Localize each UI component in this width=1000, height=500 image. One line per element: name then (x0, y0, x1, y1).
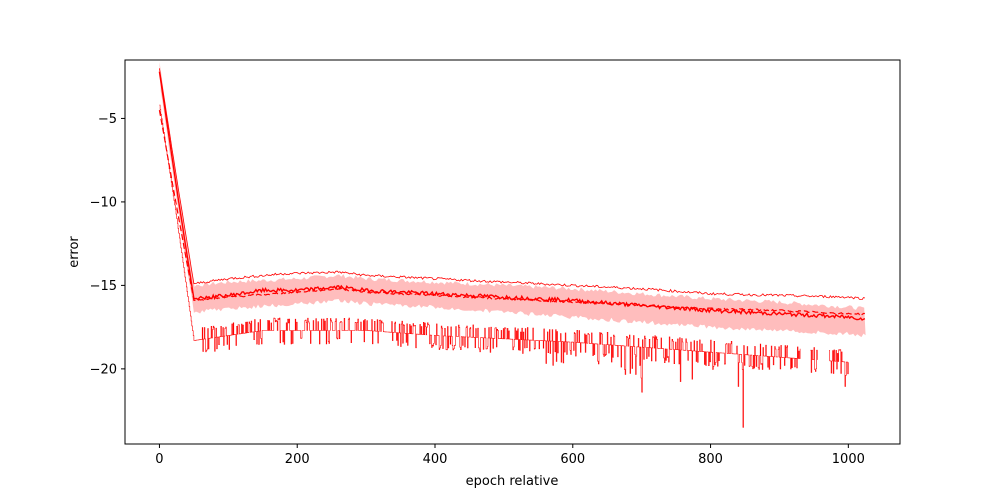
x-tick-label: 800 (698, 452, 723, 467)
y-axis-label: error (67, 236, 82, 268)
x-axis-label: epoch relative (466, 474, 559, 489)
y-tick-label: −10 (90, 195, 117, 210)
series-dashed-mean (158, 109, 865, 316)
x-tick-label: 1000 (832, 452, 865, 467)
y-tick-label: −15 (90, 279, 117, 294)
series-solid-mean (158, 71, 866, 321)
axis-ticks: 0 200 400 600 800 1000 −5 −10 −15 −20 (90, 112, 865, 467)
y-tick-label: −5 (98, 112, 117, 127)
x-tick-label: 400 (423, 452, 448, 467)
y-tick-label: −20 (90, 362, 117, 377)
series-upper-line (159, 68, 866, 301)
x-tick-label: 200 (285, 452, 310, 467)
confidence-band (159, 61, 866, 338)
chart-marks (158, 61, 866, 428)
plot-frame (124, 59, 901, 445)
series-floor-noise (159, 104, 849, 428)
x-tick-label: 600 (560, 452, 585, 467)
x-tick-label: 0 (155, 452, 163, 467)
